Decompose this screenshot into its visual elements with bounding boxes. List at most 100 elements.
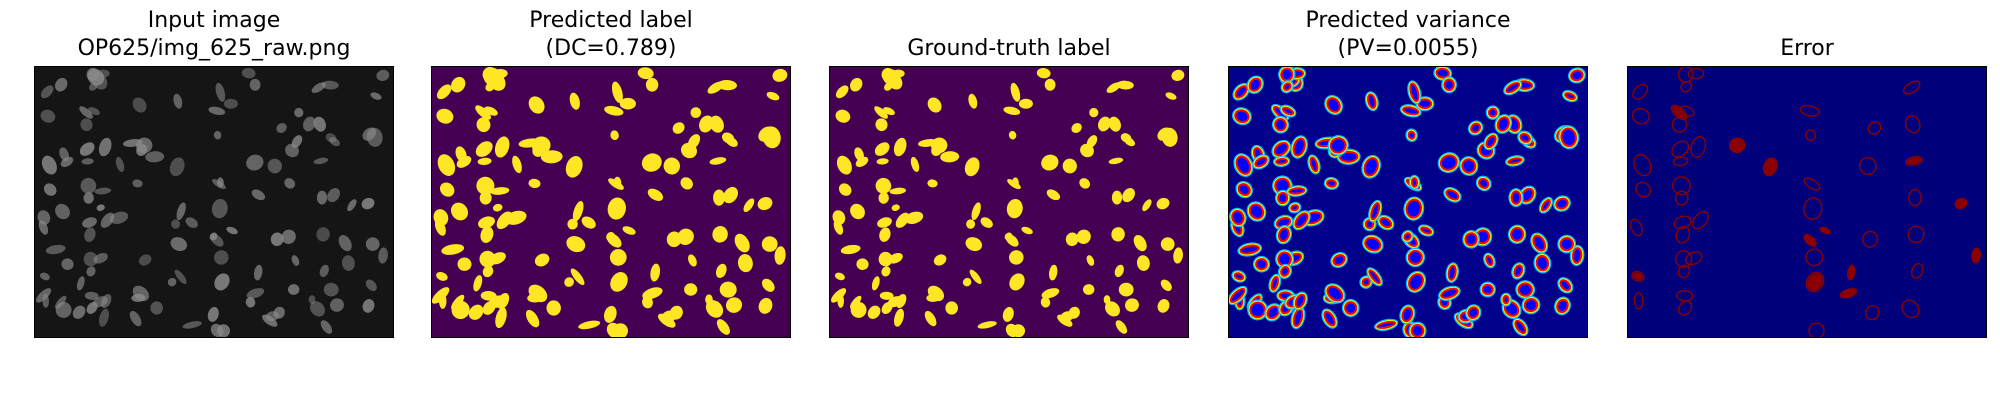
variance-core [1282,268,1288,275]
predicted-nucleus [610,130,619,141]
error-blob [1807,273,1823,291]
nucleus [129,310,142,327]
variance-ring [1232,82,1250,101]
predicted-nucleus [680,177,693,190]
ground-truth-nucleus [1118,282,1134,297]
nucleus [79,106,93,119]
ground-truth-nucleus [966,219,976,229]
nucleus [89,82,98,91]
panel-subtitle-variance: (PV=0.0055) [1337,36,1479,61]
ground-truth-nucleus [1006,198,1023,219]
predicted-nucleus [569,92,580,110]
panel-title-error: Error [1780,36,1834,61]
ground-truth-nucleus [1011,324,1026,337]
variance-core [1537,257,1548,270]
nucleus [145,151,165,163]
variance-ring [1505,155,1525,167]
variance-ring [1231,270,1247,283]
error-blob [1672,106,1686,119]
nucleus [60,156,74,168]
predicted-nucleus [477,157,492,166]
variance-core [1412,326,1423,336]
nucleus [288,284,300,295]
predicted-nucleus [581,216,596,229]
ground-truth-nucleus [879,291,894,300]
predicted-nucleus [546,300,561,316]
variance-core [1250,205,1263,218]
variance-core [1411,84,1418,100]
variance-core [1279,253,1290,265]
variance-core [1282,69,1292,80]
ground-truth-nucleus [1004,232,1013,241]
variance-ring [1288,201,1302,214]
nucleus [362,299,375,313]
error-outline [1910,263,1924,279]
nucleus [366,127,383,147]
variance-ring [1533,252,1552,274]
ground-truth-nucleus [1036,68,1051,79]
ground-truth-nucleus [877,217,892,228]
nucleus [319,264,329,278]
panel-input-image: Input image OP625/img_625_raw.png [34,0,394,340]
variance-core [1250,79,1260,90]
nucleus [267,158,282,174]
predicted-nucleus [611,81,623,104]
variance-ring [1327,135,1349,156]
panel-title-input: Input image [147,8,281,33]
nucleus [308,295,316,305]
variance-ring [1246,75,1264,94]
error-outline [1677,300,1693,316]
nucleus [253,264,263,281]
error-blob [1971,247,1981,264]
nucleus [185,217,198,228]
ground-truth-nucleus [1108,116,1121,132]
nucleus [310,301,325,317]
predicted-nucleus [723,186,738,204]
nucleus [214,273,230,291]
nucleus [36,288,52,303]
ground-truth-nucleus [1115,320,1128,334]
predicted-nucleus [528,178,541,189]
predicted-nucleus [619,97,636,110]
variance-ring [1438,285,1461,301]
variance-ring [1374,318,1399,332]
panel-predicted-variance: Predicted variance (PV=0.0055) [1228,0,1588,340]
variance-core [1274,107,1286,118]
variance-ring [1279,104,1297,118]
variance-core [1275,144,1287,155]
nucleus [93,252,108,264]
variance-ring [1275,225,1293,245]
error-outline [1675,225,1691,244]
nucleus [341,255,355,271]
variance-ring [1232,107,1252,126]
ground-truth-nucleus [1044,78,1056,91]
variance-ring [1443,186,1462,203]
predicted-nucleus [709,157,727,165]
ground-truth-nucleus [1111,190,1123,205]
input-image-frame [34,66,394,338]
nucleus [246,288,265,299]
variance-core [1372,204,1379,219]
variance-core [1525,300,1537,311]
error-outline [1673,215,1692,230]
ground-truth-nucleus [874,142,890,156]
nucleus [320,320,333,334]
error-outline [1803,197,1823,220]
nucleus [273,306,285,319]
variance-core [1561,239,1572,250]
error-outline [1679,105,1695,117]
variance-ring [1475,175,1492,192]
variance-ring [1479,281,1496,298]
predicted-nucleus [669,305,683,320]
predicted-nucleus [473,275,483,292]
ground-truth-nucleus [1040,297,1051,308]
error-blob [1729,137,1746,154]
nucleus [327,188,340,203]
variance-ring [1407,80,1422,105]
variance-ring [1273,155,1291,168]
variance-ring [1459,156,1479,176]
predicted-nucleus [456,155,472,168]
nucleus [86,266,96,277]
nucleus [167,277,177,287]
predicted-nucleus [606,231,615,242]
